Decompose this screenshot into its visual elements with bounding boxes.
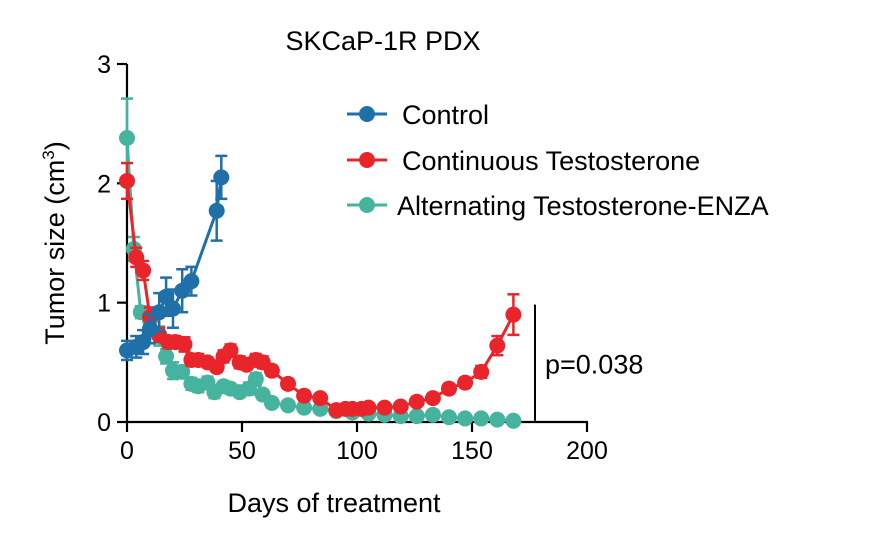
data-point [424,390,441,407]
data-point [489,337,506,354]
legend-label-alternating-testosterone-enza: Alternating Testosterone-ENZA [397,191,769,221]
data-point [213,169,230,186]
significance-annotation: p=0.038 [534,304,643,421]
data-point [424,406,441,423]
legend-entry-alternating-testosterone-enza: Alternating Testosterone-ENZA [347,191,769,221]
data-point [505,412,522,429]
data-point [441,380,457,397]
y-tick-label: 1 [97,290,111,318]
data-point [376,399,393,416]
p-value-label: p=0.038 [545,350,643,380]
data-point [135,262,152,279]
data-point [151,304,168,321]
data-point [296,399,313,416]
data-point [296,387,313,404]
data-point [135,334,152,351]
data-point [222,342,239,359]
data-point [208,202,225,219]
x-axis-title: Days of treatment [227,488,441,518]
data-point [312,390,329,407]
data-point [263,394,280,411]
x-tick-label: 0 [120,437,134,465]
legend-marker-alternating-testosterone-enza [359,197,375,213]
data-point [360,399,377,416]
legend-label-continuous-testosterone: Continuous Testosterone [402,146,700,176]
data-point [174,363,191,380]
legend-label-control: Control [402,100,489,130]
data-point [408,408,425,425]
axes [125,64,588,424]
y-axis-title-superscript: 3 [39,150,58,159]
data-point [119,172,135,189]
legend-marker-continuous-testosterone [359,152,375,168]
y-tick-label: 0 [97,409,111,437]
data-point [158,288,175,305]
data-point [263,362,280,379]
data-point [457,410,474,427]
plot-area [119,97,522,429]
x-tick-label: 50 [228,437,256,465]
ticks: 0 50 100 150 200 0 1 2 3 [97,51,608,465]
y-tick-label: 2 [97,170,111,198]
data-point [505,306,522,323]
data-point [119,129,135,146]
x-tick-label: 100 [336,437,378,465]
data-point [165,300,181,317]
data-point [473,410,490,427]
legend-entry-control: Control [347,100,489,130]
data-point [280,375,296,392]
data-point [408,393,425,410]
data-point [392,398,409,415]
data-point [142,320,158,337]
data-point [176,336,193,353]
x-tick-label: 200 [566,437,608,465]
y-axis-title: Tumor size (cm3) [39,141,70,344]
data-point [128,249,145,266]
data-point [489,411,506,428]
y-axis-title-main: Tumor size (cm [40,160,70,345]
data-point [457,374,474,391]
chart-title: SKCaP-1R PDX [285,26,480,56]
data-point [280,397,296,414]
y-axis-title-close: ) [40,141,70,150]
legend-entry-continuous-testosterone: Continuous Testosterone [347,146,700,176]
legend: Control Continuous Testosterone Alternat… [347,100,769,221]
series-control [119,154,230,362]
y-tick-label: 3 [97,51,111,79]
data-point [247,371,264,388]
x-tick-label: 150 [451,437,493,465]
data-point [158,348,175,365]
data-point [473,363,490,380]
data-point [441,409,457,426]
series-continuous-testosterone [119,161,522,419]
data-point [183,273,200,290]
legend-marker-control [359,106,375,122]
